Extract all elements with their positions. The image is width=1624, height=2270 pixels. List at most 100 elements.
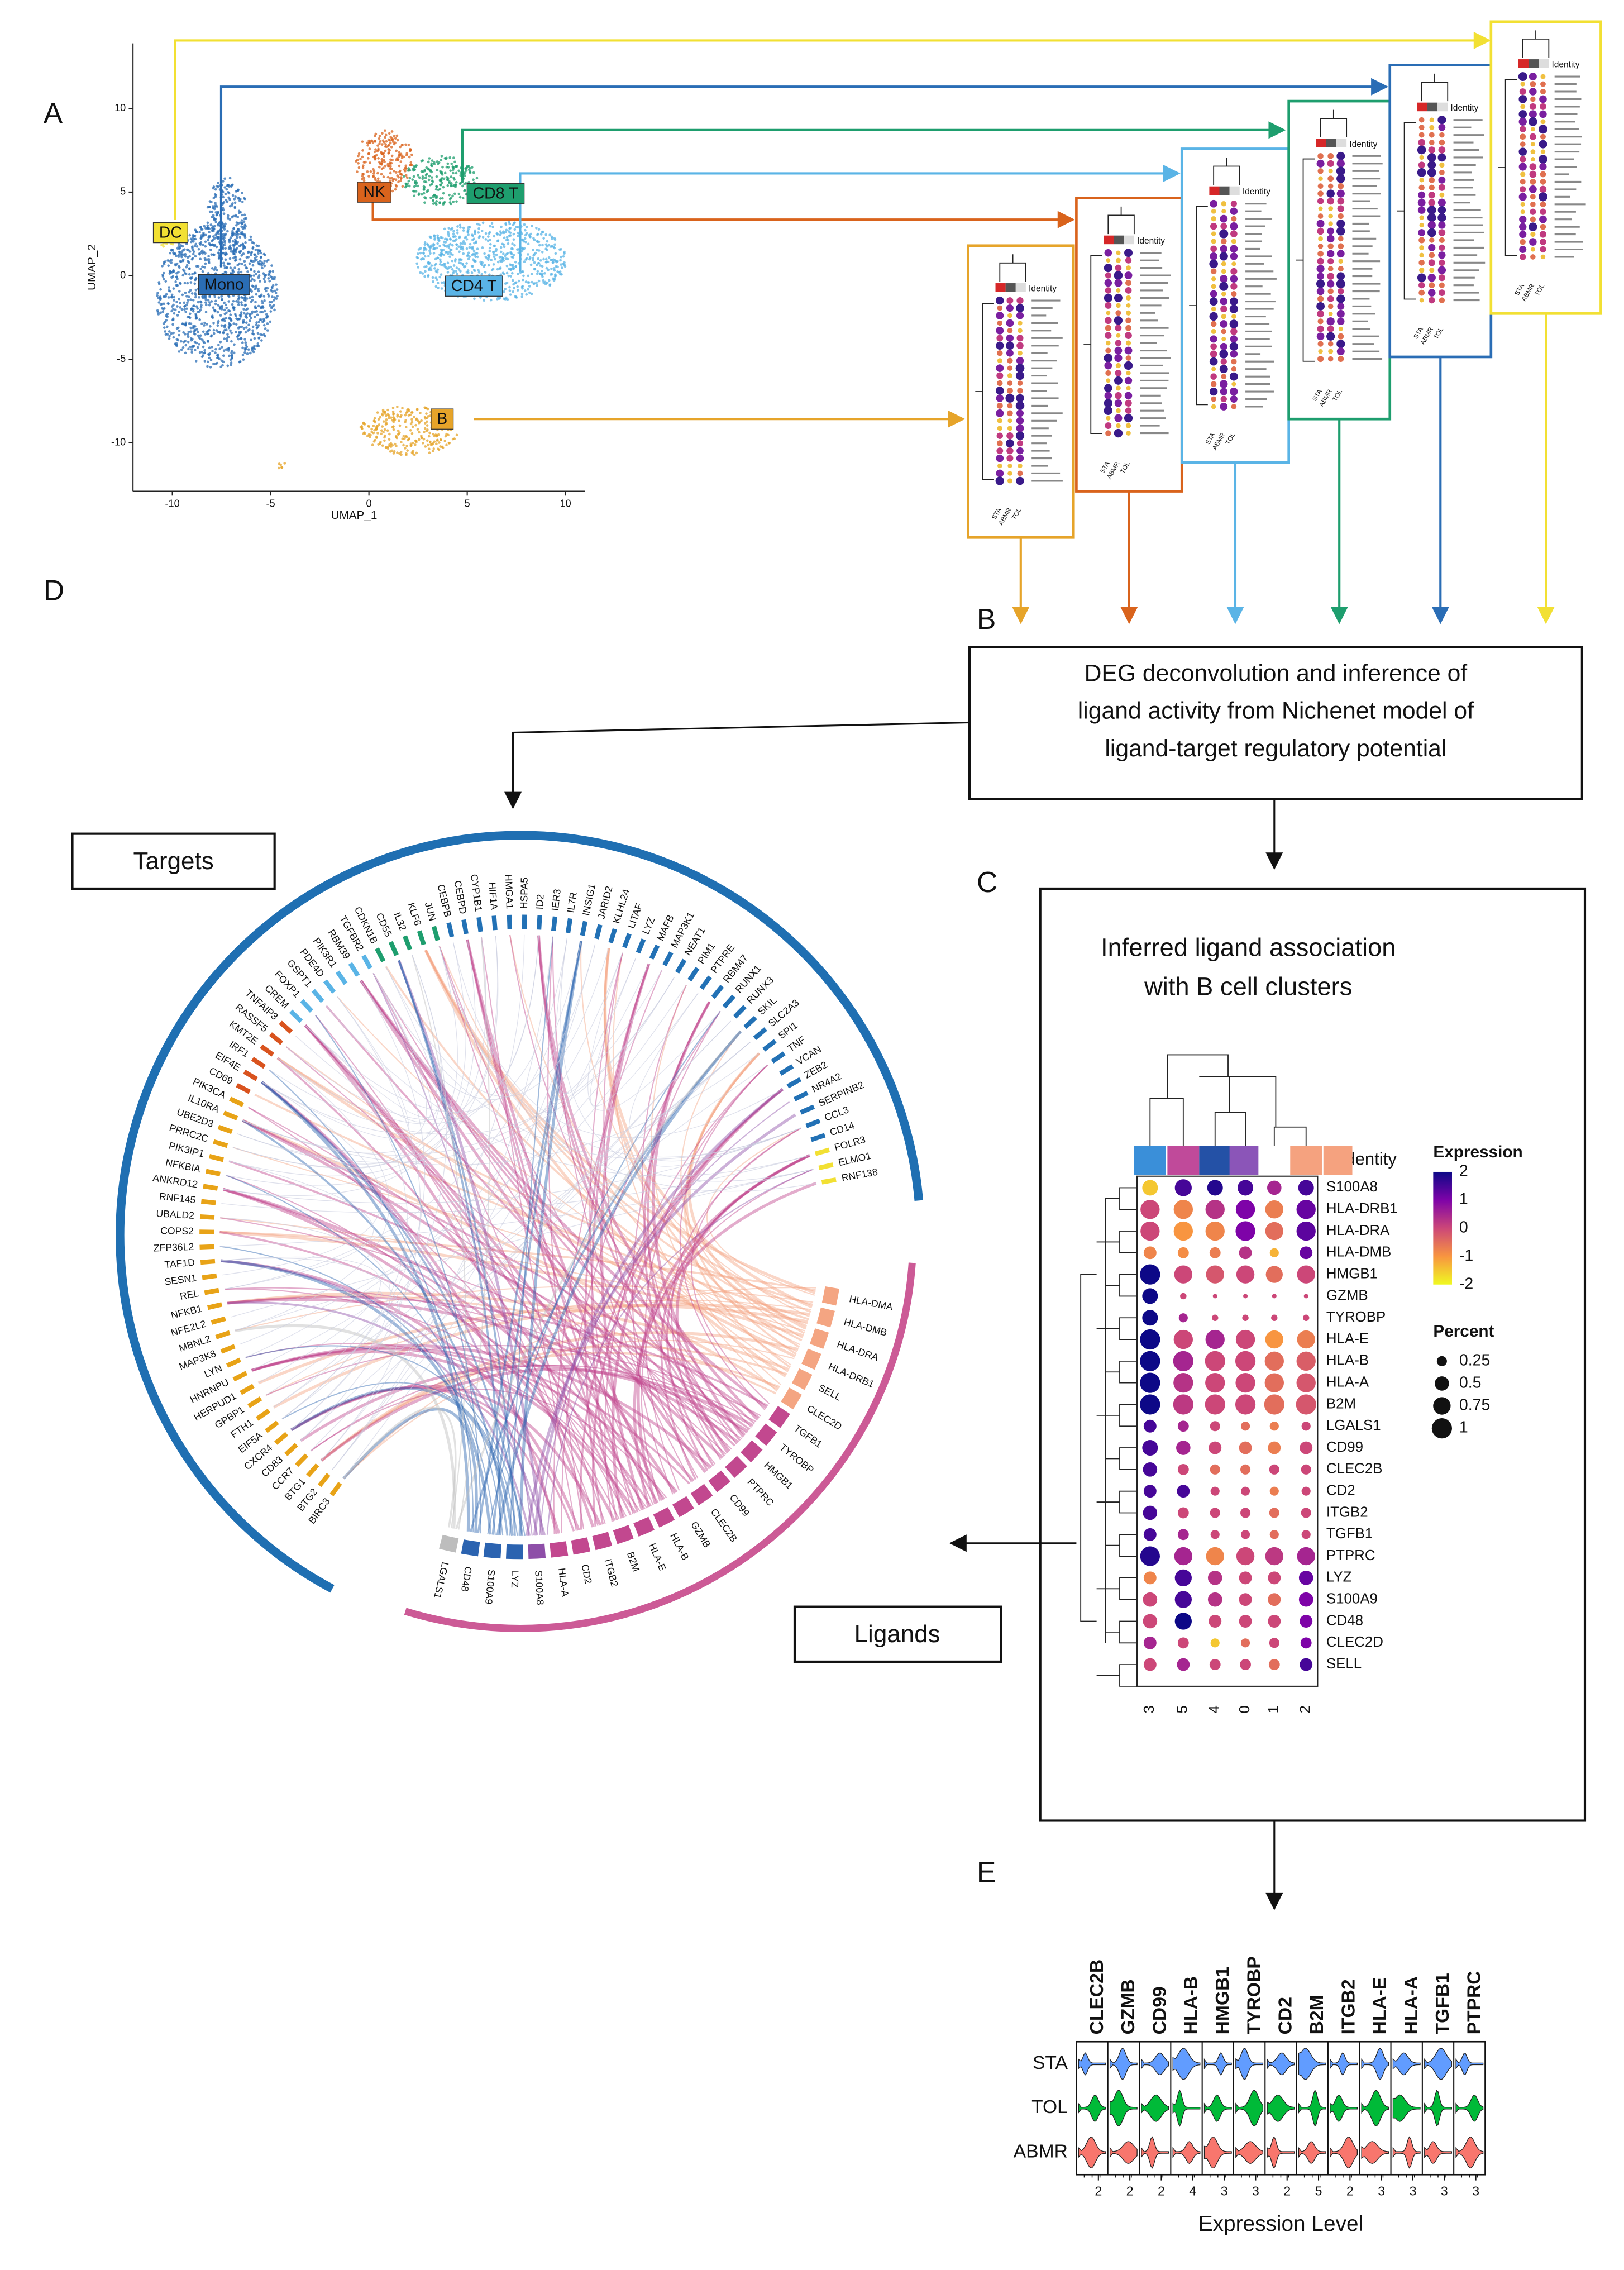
umap-point [206, 224, 209, 227]
mini-dot [1519, 231, 1527, 239]
umap-point [232, 299, 235, 303]
umap-point [243, 260, 246, 263]
mini-dot [1115, 264, 1122, 271]
violin-gene: HLA-B [1181, 1976, 1202, 2035]
umap-point [252, 332, 255, 336]
violin-gene: CD99 [1149, 1986, 1170, 2034]
violin-shape [1392, 2136, 1421, 2169]
chord-link [261, 1081, 470, 1532]
gene-label: HLA-E [1326, 1331, 1369, 1347]
chord-link [219, 1231, 652, 1507]
mini-dot [1231, 366, 1237, 372]
mini-dot [1317, 183, 1324, 189]
chord-link [424, 950, 808, 1327]
violin-shape [1141, 2052, 1169, 2076]
umap-point [361, 166, 365, 169]
umap-point [174, 264, 178, 267]
umap-point [228, 204, 232, 208]
mini-dot [1006, 334, 1014, 342]
chord-link [231, 1169, 814, 1318]
dotplot-frame [1136, 1175, 1319, 1687]
umap-point [415, 164, 418, 167]
umap-point [184, 344, 188, 347]
umap-point [466, 166, 469, 169]
umap-point [437, 188, 440, 192]
umap-point [171, 317, 175, 321]
umap-point [181, 322, 184, 325]
umap-point [178, 330, 181, 332]
umap-point [388, 443, 391, 446]
mini-dot [1338, 266, 1344, 272]
mini-dendrogram [1083, 255, 1102, 434]
umap-point [502, 243, 505, 246]
target-label: HSPA5 [518, 877, 530, 909]
ligand-segment [725, 1456, 747, 1478]
umap-point [235, 259, 238, 261]
umap-point [263, 260, 266, 263]
umap-point [257, 324, 260, 327]
mini-dot [1419, 222, 1424, 228]
mini-dot [1540, 223, 1546, 230]
chord-link [273, 1042, 751, 1408]
target-label: CYP1B1 [469, 874, 485, 912]
umap-point [201, 270, 204, 273]
ligand-label: ITGB2 [602, 1558, 620, 1588]
mini-dot [1418, 184, 1425, 190]
umap-point [198, 342, 200, 346]
percent-label: 0.25 [1459, 1351, 1490, 1369]
umap-point [249, 351, 252, 355]
umap-point [421, 441, 424, 445]
umap-point [222, 349, 226, 352]
mini-dot [1115, 363, 1121, 369]
chord-link [553, 970, 662, 1534]
mini-dot [1540, 239, 1546, 245]
umap-point [455, 266, 458, 269]
umap-point [227, 347, 231, 350]
umap-point [449, 265, 452, 269]
umap-point [188, 273, 191, 276]
umap-point [505, 228, 508, 232]
dot [1205, 1373, 1225, 1393]
umap-point [250, 259, 252, 263]
mini-dot [1530, 208, 1536, 215]
umap-point [410, 418, 413, 421]
umap-point [362, 422, 365, 425]
mini-dot [996, 326, 1004, 335]
umap-point [524, 240, 527, 244]
mini-dot [1317, 213, 1324, 219]
umap-point [271, 284, 275, 287]
umap-point [261, 306, 265, 309]
dot [1140, 1221, 1160, 1241]
mini-dot [1125, 332, 1132, 340]
gene-label: B2M [1326, 1396, 1356, 1411]
umap-point [487, 235, 490, 238]
umap-point [246, 307, 249, 311]
mini-dot [1438, 274, 1445, 282]
umap-point [423, 201, 426, 204]
umap-point [384, 133, 388, 137]
umap-point [407, 167, 410, 170]
ligand-segment [653, 1507, 675, 1528]
umap-point [422, 192, 426, 195]
umap-point [400, 144, 404, 147]
mini-dot [1326, 189, 1335, 198]
umap-point [409, 161, 413, 164]
mini-dot [1220, 403, 1228, 411]
mini-dot [1015, 371, 1025, 380]
umap-point [223, 325, 226, 327]
umap-point [552, 258, 555, 261]
gene-label: CLEC2B [1326, 1461, 1383, 1477]
umap-point [168, 334, 171, 337]
umap-point [402, 435, 405, 438]
umap-point [449, 169, 452, 172]
umap-point [173, 299, 175, 302]
umap-point [216, 324, 219, 327]
dot [1235, 1200, 1255, 1219]
mini-dot [1017, 388, 1023, 394]
umap-point [423, 427, 427, 430]
target-label: CEBPD [452, 880, 469, 915]
arrow-head [1012, 607, 1030, 624]
mini-dot [1540, 179, 1546, 185]
umap-point [400, 154, 403, 158]
umap-point [202, 330, 205, 333]
